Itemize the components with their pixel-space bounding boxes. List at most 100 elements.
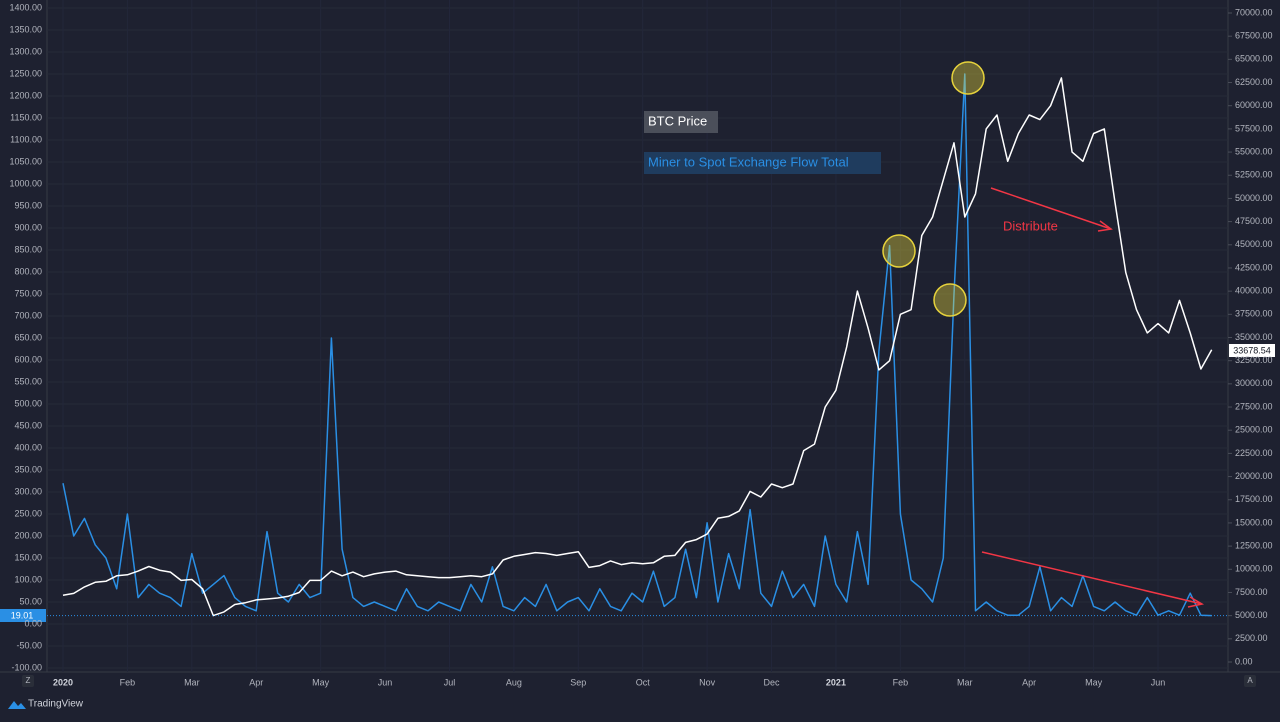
series-line (62, 73, 1212, 617)
legend-label: BTC Price (648, 113, 707, 128)
y2-tick-label: 15000.00 (1235, 517, 1273, 527)
x-tick-label: May (312, 677, 330, 687)
y-tick-label: -100.00 (11, 662, 42, 672)
y2-tick-label: 67500.00 (1235, 31, 1273, 41)
y-tick-label: 900.00 (14, 222, 42, 232)
y2-tick-label: 0.00 (1235, 656, 1253, 666)
y-tick-label: 600.00 (14, 354, 42, 364)
y2-tick-label: 20000.00 (1235, 471, 1273, 481)
y-tick-label: 1250.00 (9, 68, 42, 78)
logo-icon (8, 701, 26, 709)
x-tick-label: Nov (699, 677, 716, 687)
y-tick-label: 1350.00 (9, 24, 42, 34)
highlight-circle (882, 234, 916, 268)
last-value-box (1229, 344, 1275, 357)
x-tick-label: Jun (1151, 677, 1166, 687)
y2-tick-label: 60000.00 (1235, 100, 1273, 110)
x-tick-label: May (1085, 677, 1103, 687)
y-tick-label: 450.00 (14, 420, 42, 430)
y2-tick-label: 42500.00 (1235, 262, 1273, 272)
y2-tick-label: 45000.00 (1235, 239, 1273, 249)
y2-tick-label: 50000.00 (1235, 193, 1273, 203)
y-tick-label: 800.00 (14, 266, 42, 276)
x-tick-label: Feb (120, 677, 136, 687)
y2-tick-label: 10000.00 (1235, 564, 1273, 574)
watermark: TradingView (28, 699, 84, 710)
highlight-circle (951, 61, 985, 95)
y-tick-label: 250.00 (14, 508, 42, 518)
y2-tick-label: 27500.00 (1235, 401, 1273, 411)
legend-box (644, 152, 881, 174)
y2-tick-label: 35000.00 (1235, 332, 1273, 342)
y-tick-label: 150.00 (14, 552, 42, 562)
x-tick-label: Aug (506, 677, 522, 687)
y2-tick-label: 52500.00 (1235, 170, 1273, 180)
y2-tick-label: 32500.00 (1235, 355, 1273, 365)
y2-tick-label: 40000.00 (1235, 286, 1273, 296)
y-tick-label: 1200.00 (9, 90, 42, 100)
y-tick-label: 1300.00 (9, 46, 42, 56)
y-tick-label: 1000.00 (9, 178, 42, 188)
x-tick-label: Oct (636, 677, 651, 687)
y-tick-label: 200.00 (14, 530, 42, 540)
y-tick-label: 300.00 (14, 486, 42, 496)
x-tick-label: 2020 (53, 677, 73, 687)
button[interactable] (1244, 675, 1256, 687)
y-tick-label: 700.00 (14, 310, 42, 320)
x-tick-label: Jul (444, 677, 456, 687)
annotation: Distribute (1003, 218, 1058, 233)
x-tick-label: Apr (249, 677, 263, 687)
button-label[interactable]: Z (26, 676, 31, 685)
y2-tick-label: 7500.00 (1235, 587, 1268, 597)
x-tick-label: Dec (764, 677, 781, 687)
y2-tick-label: 5000.00 (1235, 610, 1268, 620)
y-tick-label: 1100.00 (10, 134, 42, 144)
x-tick-label: Mar (184, 677, 200, 687)
y2-tick-label: 62500.00 (1235, 77, 1273, 87)
x-tick-label: Feb (893, 677, 909, 687)
y2-tick-label: 12500.00 (1235, 540, 1273, 550)
y2-tick-label: 37500.00 (1235, 309, 1273, 319)
y-tick-label: 0.00 (24, 618, 42, 628)
legend-label: Miner to Spot Exchange Flow Total (648, 154, 849, 169)
last-value-label: 19.01 (11, 610, 34, 620)
y-tick-label: -50.00 (16, 640, 42, 650)
x-tick-label: Sep (570, 677, 586, 687)
x-tick-label: Jun (378, 677, 393, 687)
y-tick-label: 850.00 (14, 244, 42, 254)
y-tick-label: 500.00 (14, 398, 42, 408)
y2-tick-label: 30000.00 (1235, 378, 1273, 388)
last-value-label: 33678.54 (1233, 345, 1271, 355)
plot (47, 73, 1228, 617)
y-tick-label: 1400.00 (9, 2, 42, 12)
y2-tick-label: 55000.00 (1235, 146, 1273, 156)
y-tick-label: 750.00 (14, 288, 42, 298)
grid (47, 0, 1228, 672)
y-tick-label: 100.00 (14, 574, 42, 584)
y2-tick-label: 22500.00 (1235, 448, 1273, 458)
x-tick-label: Mar (957, 677, 973, 687)
y2-tick-label: 2500.00 (1235, 633, 1268, 643)
y2-tick-label: 65000.00 (1235, 54, 1273, 64)
y-tick-label: 650.00 (14, 332, 42, 342)
button[interactable] (22, 675, 34, 687)
legend-box (644, 111, 718, 133)
series-line (62, 77, 1213, 617)
y-tick-label: 50.00 (19, 596, 42, 606)
y-tick-label: 400.00 (14, 442, 42, 452)
y2-tick-label: 25000.00 (1235, 425, 1273, 435)
y-tick-label: 1150.00 (10, 112, 42, 122)
last-value-box (0, 609, 46, 622)
button-label[interactable]: A (1247, 676, 1253, 685)
y2-tick-label: 47500.00 (1235, 216, 1273, 226)
highlight-circle (933, 283, 967, 317)
arrow (990, 187, 1113, 232)
y2-tick-label: 17500.00 (1235, 494, 1273, 504)
y-tick-label: 1050.00 (9, 156, 42, 166)
y-tick-label: 550.00 (14, 376, 42, 386)
y-tick-label: 950.00 (14, 200, 42, 210)
y2-tick-label: 57500.00 (1235, 123, 1273, 133)
y-tick-label: 350.00 (14, 464, 42, 474)
x-tick-label: 2021 (826, 677, 846, 687)
